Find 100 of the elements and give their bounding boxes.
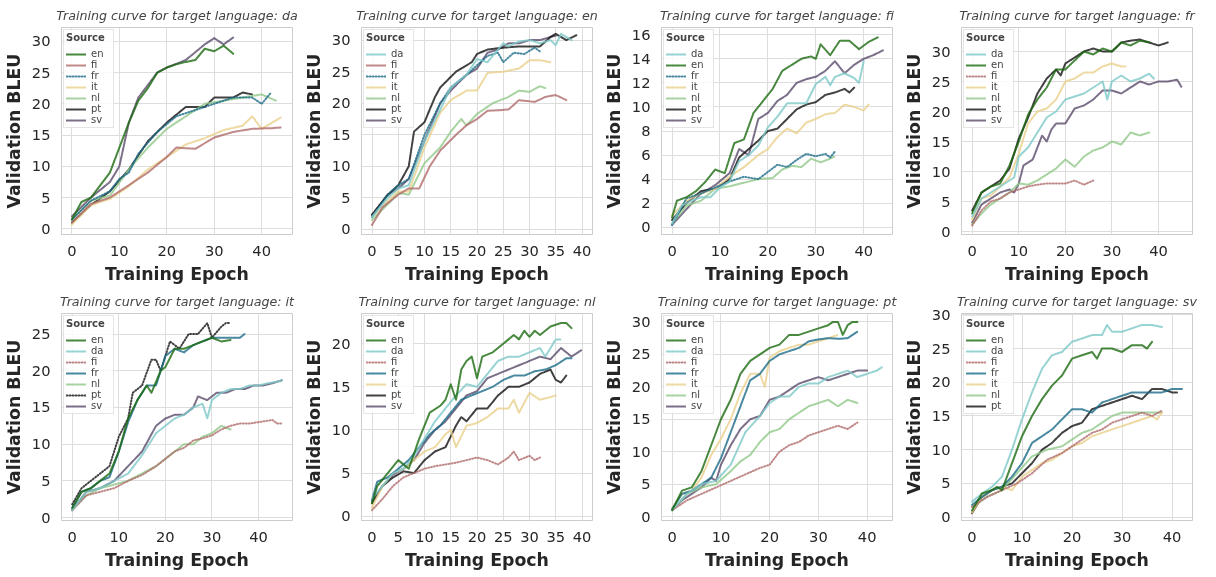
x-tick-label: 5 [393, 527, 403, 545]
y-tick-label: 5 [341, 188, 351, 206]
y-tick-label: 20 [631, 377, 651, 395]
legend-label: sv [391, 400, 404, 411]
x-tick-label: 20 [758, 241, 778, 259]
legend-label: en [391, 334, 405, 345]
legend-label: sv [391, 114, 404, 125]
legend-title: Source [366, 32, 406, 43]
legend-label: en [991, 59, 1005, 70]
x-tick-label: 35 [546, 241, 566, 259]
legend-label: pt [991, 103, 1003, 114]
x-tick-label: 10 [711, 527, 731, 545]
y-tick-label: 10 [331, 420, 351, 438]
y-tick-label: 30 [631, 312, 651, 330]
y-tick-label: 30 [931, 42, 951, 60]
y-axis-title: Validation BLEU [603, 53, 624, 209]
x-tick-label: 20 [1056, 241, 1075, 259]
x-tick-label: 30 [806, 241, 826, 259]
y-tick-label: 14 [631, 49, 651, 67]
y-tick-label: 0 [641, 218, 651, 236]
y-tick-label: 5 [41, 471, 51, 489]
y-tick-label: 25 [31, 325, 51, 343]
x-tick-label: 10 [415, 527, 434, 545]
y-tick-label: 20 [31, 94, 51, 112]
y-tick-label: 15 [331, 125, 351, 143]
legend-title: Source [366, 318, 406, 329]
y-tick-label: 30 [931, 305, 951, 323]
legend-label: fi [91, 356, 99, 367]
x-tick-label: 0 [967, 241, 977, 259]
y-axis-title: Validation BLEU [603, 339, 624, 495]
legend-label: fi [91, 59, 99, 70]
x-tick-label: 20 [760, 527, 780, 545]
y-tick-label: 4 [641, 170, 651, 188]
legend-label: it [391, 378, 399, 389]
legend-label: nl [391, 92, 402, 103]
legend-label: en [691, 334, 705, 345]
x-tick-label: 10 [415, 241, 434, 259]
x-tick-label: 0 [667, 527, 677, 545]
y-axis-title: Validation BLEU [303, 53, 324, 209]
y-tick-label: 10 [331, 157, 351, 175]
chart-title: Training curve for target language: nl [358, 293, 597, 309]
x-tick-label: 20 [1062, 527, 1082, 545]
x-tick-label: 20 [157, 241, 177, 259]
y-tick-label: 0 [341, 220, 351, 238]
y-tick-label: 0 [41, 508, 51, 526]
chart-title: Training curve for target language: fi [660, 7, 895, 23]
chart-title: Training curve for target language: en [356, 7, 598, 23]
x-tick-label: 0 [67, 527, 77, 545]
x-tick-label: 30 [1102, 241, 1122, 259]
legend-label: da [991, 345, 1005, 356]
y-tick-label: 15 [931, 406, 951, 424]
y-tick-label: 15 [31, 126, 51, 144]
x-tick-label: 10 [710, 241, 730, 259]
legend-label: pt [391, 389, 403, 400]
y-tick-label: 20 [331, 94, 351, 112]
x-axis-title: Training Epoch [705, 549, 849, 570]
y-tick-label: 0 [941, 222, 951, 240]
legend-label: fr [691, 70, 700, 81]
legend-label: pt [691, 103, 703, 114]
x-tick-label: 10 [1012, 527, 1032, 545]
legend-label: fi [991, 70, 999, 81]
y-tick-label: 0 [41, 219, 51, 237]
legend-label: sv [991, 114, 1004, 125]
y-axis-title: Validation BLEU [3, 339, 24, 495]
y-tick-label: 16 [631, 25, 651, 43]
y-tick-label: 20 [931, 373, 951, 391]
y-tick-label: 15 [931, 132, 951, 150]
x-tick-label: 20 [467, 241, 487, 259]
chart-title: Training curve for target language: it [59, 293, 296, 309]
y-tick-label: 10 [931, 440, 951, 458]
legend-label: fi [391, 356, 399, 367]
x-tick-label: 20 [467, 527, 487, 545]
legend-title: Source [66, 32, 106, 43]
x-tick-label: 0 [967, 527, 977, 545]
y-tick-label: 5 [641, 475, 651, 493]
x-tick-label: 40 [572, 241, 592, 259]
y-tick-label: 25 [931, 339, 951, 357]
x-tick-label: 30 [1112, 527, 1132, 545]
legend-label: pt [391, 103, 403, 114]
x-tick-label: 0 [367, 241, 377, 259]
x-tick-label: 30 [202, 527, 222, 545]
y-tick-label: 10 [631, 442, 651, 460]
legend-label: fr [391, 367, 400, 378]
x-tick-label: 0 [667, 241, 677, 259]
legend-label: fr [991, 367, 1000, 378]
legend-label: it [991, 81, 999, 92]
y-tick-label: 25 [931, 72, 951, 90]
y-tick-label: 5 [341, 464, 351, 482]
legend-label: en [91, 334, 105, 345]
y-tick-label: 5 [41, 188, 51, 206]
y-axis-title: Validation BLEU [303, 339, 324, 495]
y-tick-label: 30 [31, 32, 51, 50]
x-tick-label: 30 [520, 241, 539, 259]
legend-label: da [391, 345, 405, 356]
y-tick-label: 0 [641, 507, 651, 525]
legend-label: fr [391, 70, 400, 81]
x-tick-label: 40 [854, 241, 874, 259]
y-tick-label: 15 [331, 377, 351, 395]
x-tick-label: 0 [367, 527, 377, 545]
x-axis-title: Training Epoch [1005, 549, 1149, 570]
